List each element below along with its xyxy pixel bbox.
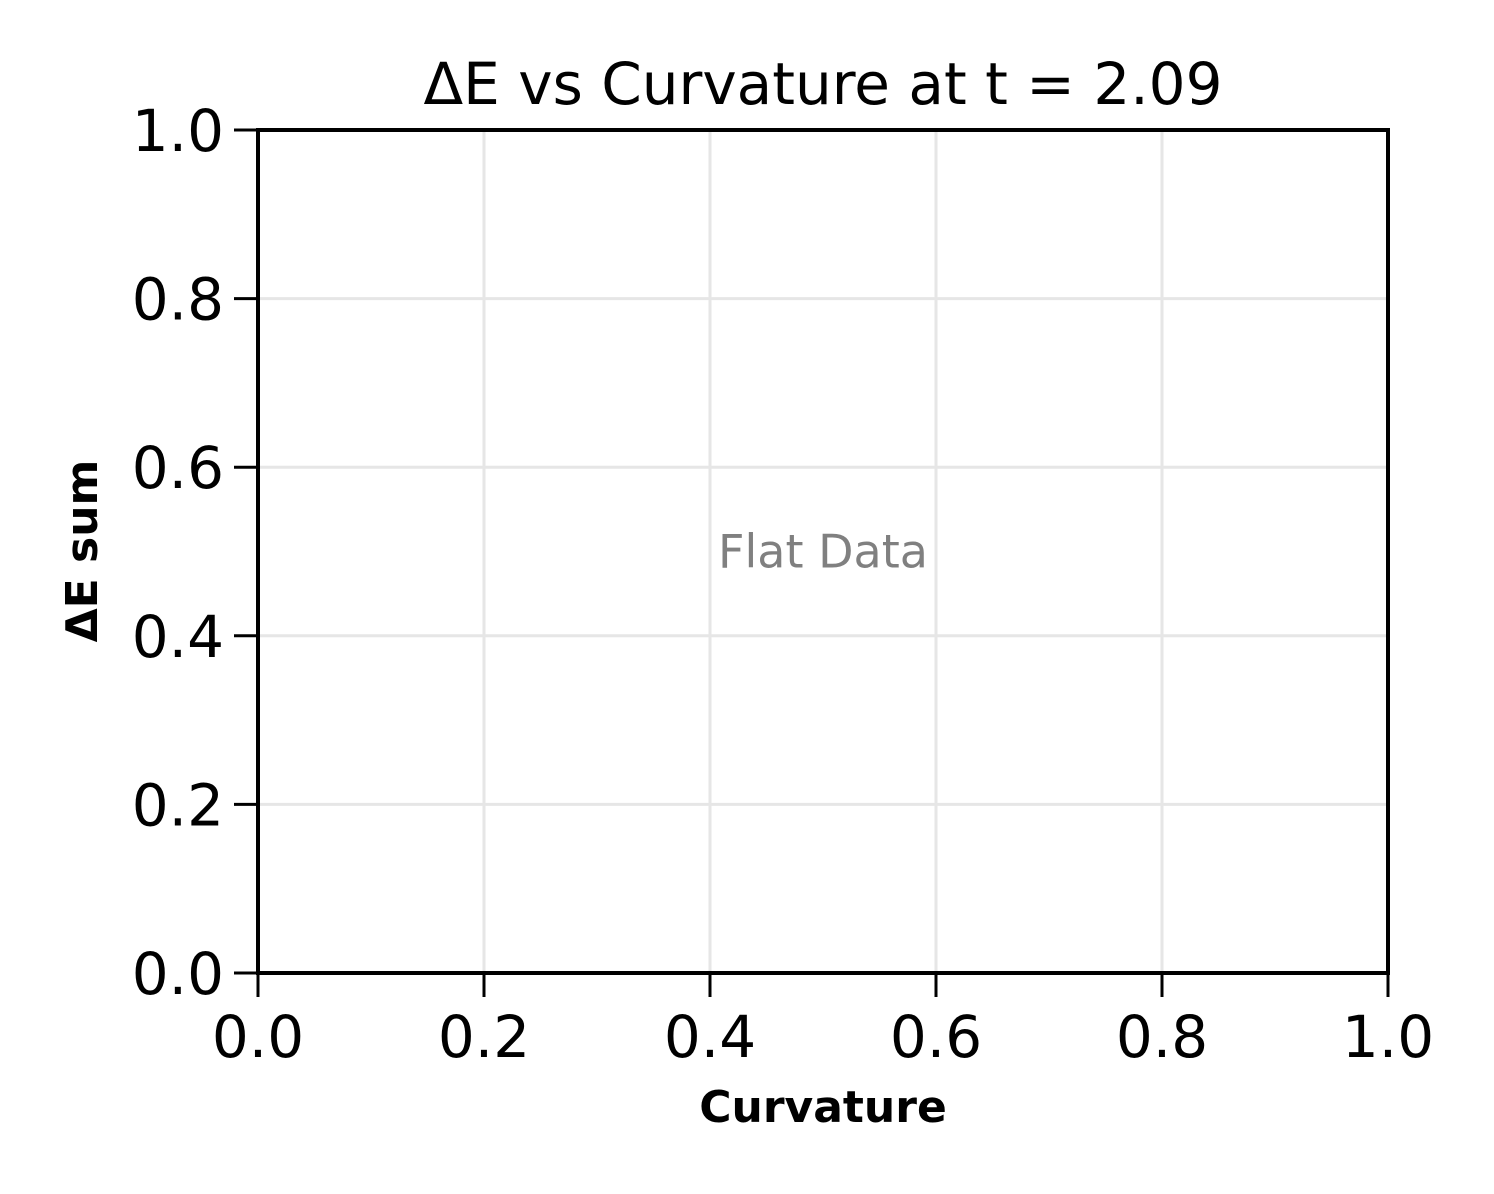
x-axis-label: Curvature <box>699 1082 947 1133</box>
x-tick-label: 0.6 <box>890 1003 982 1071</box>
y-tick-label: 1.0 <box>132 97 224 165</box>
x-tick-label: 0.8 <box>1116 1003 1208 1071</box>
y-tick-label: 0.0 <box>132 940 224 1008</box>
chart-title: ΔE vs Curvature at t = 2.09 <box>424 50 1223 118</box>
x-tick-label: 0.0 <box>212 1003 304 1071</box>
flat-data-annotation: Flat Data <box>718 525 928 579</box>
y-tick-label: 0.6 <box>132 434 224 502</box>
x-tick-label: 1.0 <box>1342 1003 1434 1071</box>
plot-frame <box>256 128 1390 975</box>
y-tick-label: 0.2 <box>132 771 224 839</box>
x-axis-ticks: 0.0 0.2 0.4 0.6 0.8 1.0 <box>212 973 1434 1071</box>
x-tick-label: 0.4 <box>664 1003 756 1071</box>
y-tick-label: 0.4 <box>132 603 224 671</box>
x-tick-label: 0.2 <box>438 1003 530 1071</box>
y-axis-label: ΔE sum <box>57 460 108 643</box>
y-tick-label: 0.8 <box>132 266 224 334</box>
y-axis-ticks: 0.0 0.2 0.4 0.6 0.8 1.0 <box>132 97 258 1008</box>
